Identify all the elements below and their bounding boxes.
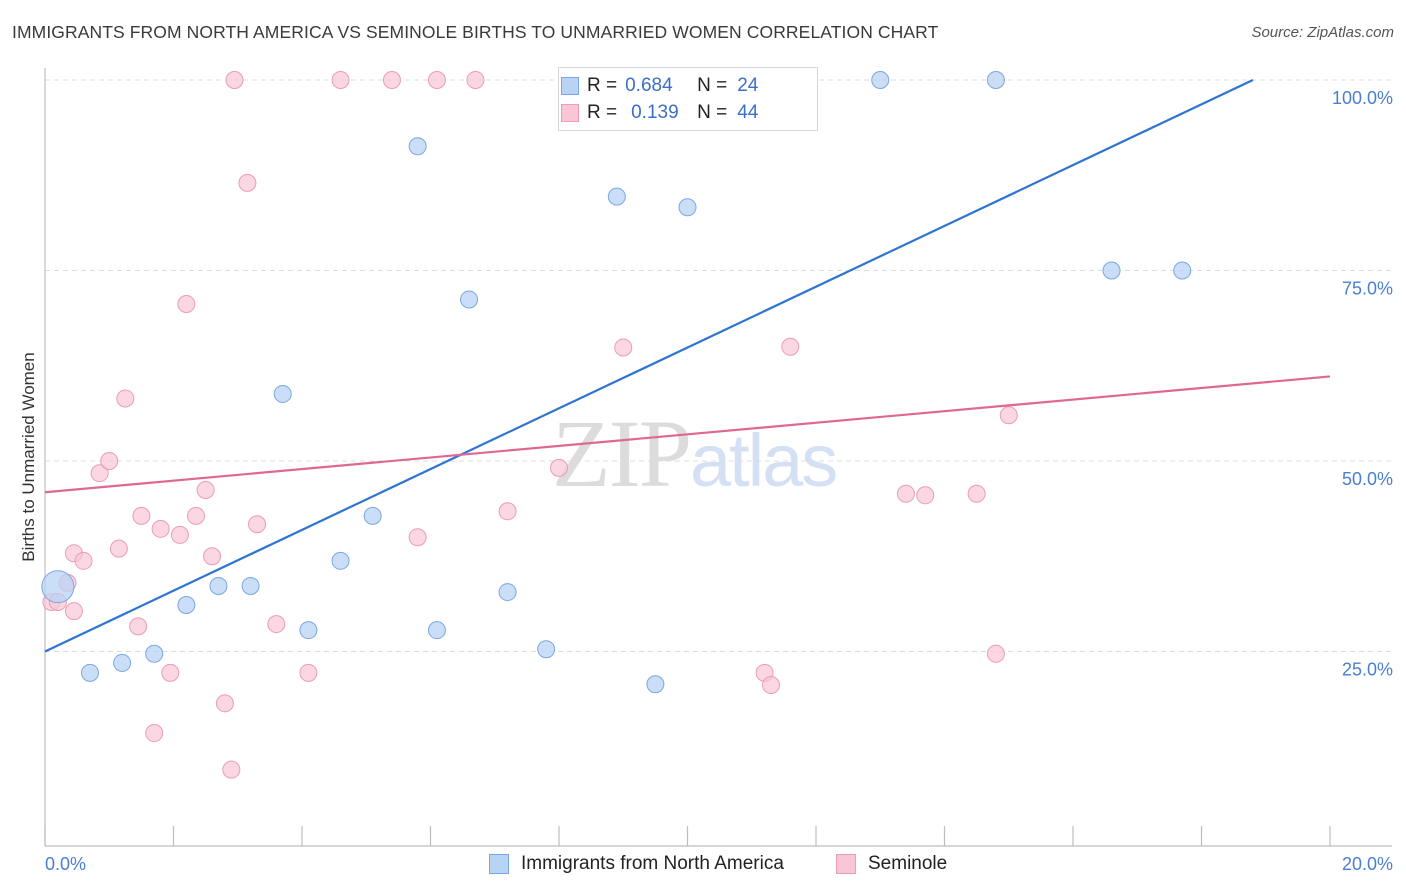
- point-seminole: [100, 452, 119, 470]
- legend-row-pink: R = 0.139 N = 44: [561, 100, 759, 126]
- y-axis-title: Births to Unmarried Women: [19, 352, 38, 561]
- point-seminole: [762, 676, 781, 695]
- bottom-legend-pink: Seminole: [836, 851, 947, 877]
- legend-row-blue: R = 0.684 N = 24: [561, 73, 759, 99]
- point-seminole: [498, 502, 517, 521]
- point-immigrants-north-america: [1173, 261, 1192, 280]
- legend-r-label: R =: [587, 102, 618, 123]
- point-seminole: [614, 338, 633, 357]
- legend-n-label: N =: [697, 75, 728, 96]
- bottom-legend-swatch-pink: [836, 854, 856, 874]
- y-tick-label: 50.0%: [1342, 469, 1393, 489]
- point-seminole: [225, 71, 244, 89]
- legend-n-label: N =: [697, 102, 728, 123]
- point-seminole: [238, 173, 257, 192]
- legend-n-value: 44: [737, 102, 759, 123]
- legend-r-value: 0.139: [631, 102, 679, 123]
- trendline-immigrants-north-america: [44, 79, 1254, 653]
- legend-r-label: R =: [587, 75, 618, 96]
- point-seminole: [170, 525, 189, 544]
- point-seminole: [896, 484, 915, 503]
- point-immigrants-north-america: [299, 621, 318, 640]
- point-immigrants-north-america: [80, 663, 99, 682]
- point-seminole: [196, 480, 215, 499]
- point-seminole: [550, 458, 568, 477]
- point-seminole: [299, 663, 318, 682]
- point-immigrants-north-america: [986, 71, 1005, 89]
- point-immigrants-north-america: [113, 653, 132, 672]
- point-immigrants-north-america: [241, 576, 260, 595]
- point-seminole: [408, 528, 427, 547]
- y-tick-label: 75.0%: [1342, 279, 1393, 299]
- point-seminole: [986, 644, 1005, 663]
- point-seminole: [145, 724, 164, 743]
- point-immigrants-north-america: [273, 384, 292, 403]
- point-seminole: [466, 71, 485, 89]
- y-tick-label: 100.0%: [1332, 88, 1393, 108]
- point-immigrants-north-america: [145, 644, 164, 663]
- point-seminole: [64, 602, 83, 621]
- x-tick-label-max: 20.0%: [1342, 854, 1393, 874]
- legend-r-value: 0.684: [625, 75, 673, 96]
- point-seminole: [222, 760, 241, 779]
- chart-title: IMMIGRANTS FROM NORTH AMERICA VS SEMINOL…: [12, 22, 939, 42]
- point-immigrants-north-america: [177, 596, 196, 615]
- point-seminole: [215, 694, 234, 713]
- point-seminole: [129, 617, 148, 636]
- point-immigrants-north-america: [871, 71, 890, 89]
- point-immigrants-north-america: [363, 506, 382, 525]
- bottom-legend-label-pink: Seminole: [868, 853, 948, 874]
- point-seminole: [74, 551, 93, 570]
- point-seminole: [967, 484, 986, 503]
- point-seminole: [151, 519, 170, 538]
- legend-box: R = 0.684 N = 24 R = 0.139 N = 44: [558, 67, 818, 131]
- point-seminole: [248, 515, 267, 534]
- legend-swatch-pink: [561, 104, 579, 122]
- point-immigrants-north-america: [498, 583, 517, 602]
- point-immigrants-north-america: [607, 187, 626, 206]
- legend-n-value: 24: [737, 75, 759, 96]
- point-immigrants-north-america: [460, 290, 479, 309]
- watermark-zip: ZIP: [552, 400, 692, 507]
- point-seminole: [177, 295, 196, 314]
- point-immigrants-north-america: [331, 551, 350, 570]
- point-seminole: [916, 486, 935, 505]
- bottom-legend-label-blue: Immigrants from North America: [521, 853, 784, 874]
- point-immigrants-north-america: [427, 621, 446, 640]
- point-seminole: [203, 547, 222, 566]
- point-seminole: [161, 663, 180, 682]
- point-immigrants-north-america: [646, 675, 665, 694]
- legend-swatch-blue: [561, 77, 579, 95]
- point-immigrants-north-america: [209, 576, 228, 595]
- point-seminole: [186, 506, 205, 525]
- point-immigrants-north-america: [41, 570, 75, 604]
- bottom-legend-blue: Immigrants from North America: [489, 851, 784, 877]
- x-tick-label-min: 0.0%: [45, 854, 86, 874]
- point-immigrants-north-america: [1102, 261, 1121, 280]
- trendline-seminole: [44, 375, 1331, 494]
- y-tick-label: 25.0%: [1342, 660, 1393, 680]
- point-seminole: [781, 337, 800, 356]
- point-seminole: [132, 506, 151, 525]
- point-immigrants-north-america: [537, 640, 556, 659]
- point-seminole: [999, 406, 1018, 425]
- point-seminole: [116, 389, 135, 408]
- source-label: Source: ZipAtlas.com: [1251, 24, 1394, 41]
- point-seminole: [331, 71, 350, 89]
- point-seminole: [382, 71, 401, 89]
- point-immigrants-north-america: [408, 137, 427, 156]
- point-immigrants-north-america: [678, 198, 697, 217]
- bottom-legend-swatch-blue: [489, 854, 509, 874]
- point-seminole: [109, 539, 128, 558]
- point-seminole: [90, 464, 109, 483]
- point-seminole: [267, 615, 286, 634]
- point-seminole: [427, 71, 446, 89]
